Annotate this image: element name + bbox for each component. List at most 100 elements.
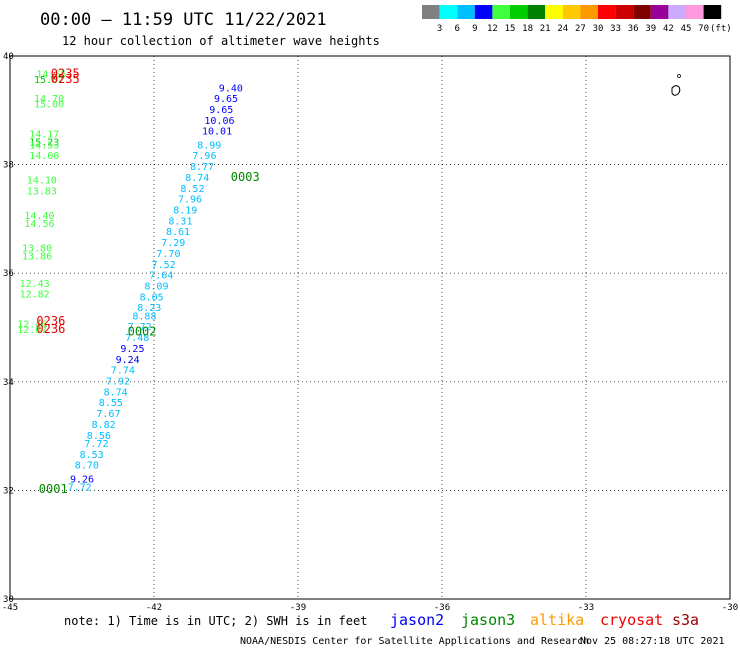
wave-height-label: 13.86	[22, 252, 52, 263]
color-swatch	[439, 5, 458, 19]
map-title: 00:00 — 11:59 UTC 11/22/2021	[40, 10, 327, 30]
wave-height-label: 8.09	[144, 281, 168, 292]
graticule-grid	[10, 56, 730, 599]
color-swatch	[615, 5, 634, 19]
wave-height-label: 8.61	[166, 227, 190, 238]
latitude-tick: 40	[3, 52, 14, 62]
wave-height-label: 7.96	[192, 151, 216, 162]
wave-height-label: 8.31	[168, 216, 192, 227]
color-scale-label: 21	[540, 24, 551, 34]
color-scale-unit: (ft)	[710, 24, 732, 34]
wave-height-label: 9.24	[116, 355, 140, 366]
color-swatch	[527, 5, 546, 19]
satellite-legend-item: jason2	[390, 611, 444, 629]
latitude-tick: 36	[3, 269, 14, 279]
longitude-tick: -36	[434, 603, 450, 613]
color-scale-label: 12	[487, 24, 498, 34]
color-swatch	[474, 5, 493, 19]
wave-height-label: 10.06	[204, 116, 234, 127]
wave-height-label: 8.74	[104, 387, 128, 398]
wave-height-label: 12.67	[17, 325, 47, 336]
wave-height-label: 8.88	[132, 311, 156, 322]
longitude-tick: -30	[722, 603, 738, 613]
color-scale-label: 15	[505, 24, 516, 34]
color-swatch	[668, 5, 686, 19]
wave-height-label: 8.55	[99, 398, 123, 409]
wave-height-label: 13.83	[27, 186, 57, 197]
wave-height-label: 15.07	[34, 75, 64, 86]
pass-time-label: 0001	[39, 482, 68, 496]
color-scale-label: 42	[663, 24, 674, 34]
wave-height-label: 7.72	[128, 322, 152, 333]
color-scale-label: 33	[610, 24, 621, 34]
wave-height-label: 9.26	[70, 474, 94, 485]
color-scale-label: 24	[557, 24, 568, 34]
satellite-legend-item: altika	[530, 611, 584, 629]
wave-height-label: 8.53	[80, 450, 104, 461]
wave-height-label: 15.00	[34, 100, 64, 111]
color-swatch	[686, 5, 704, 19]
color-swatch	[492, 5, 510, 19]
map-subtitle: 12 hour collection of altimeter wave hei…	[62, 34, 380, 48]
wave-height-label: 14.00	[29, 151, 59, 162]
color-scale-legend: 3 6 9 12 15 18 21 24 27 30 33 36 39 42 45 70	[422, 5, 722, 34]
wave-height-label: 8.82	[92, 420, 116, 431]
satellite-legend-item: jason3	[461, 611, 515, 629]
pass-time-label: 0003	[231, 170, 260, 184]
color-swatch	[510, 5, 528, 19]
map-border	[9, 55, 731, 600]
color-scale-label: 39	[645, 24, 656, 34]
color-swatch	[580, 5, 598, 19]
wave-height-label: 7.72	[84, 439, 108, 450]
latitude-tick: 32	[3, 486, 14, 496]
satellite-legend-item: s3a	[672, 611, 699, 629]
latitude-tick: 34	[3, 378, 14, 388]
wave-height-label: 14.70	[34, 94, 64, 105]
color-swatch	[562, 5, 581, 19]
wave-height-label: 14.53	[29, 140, 59, 151]
wave-height-label: 14.40	[24, 211, 54, 222]
wave-height-label: 7.67	[96, 409, 120, 420]
wave-height-label: 9.65	[209, 105, 233, 116]
color-swatch	[545, 5, 563, 19]
wave-height-label: 13.80	[22, 243, 52, 254]
wave-height-label: 14.17	[29, 129, 59, 140]
wave-height-label: 7.92	[106, 377, 130, 388]
wave-height-label: 7.70	[156, 249, 180, 260]
color-scale-label: 6	[454, 24, 459, 34]
wave-height-label: 9.40	[219, 83, 243, 94]
wave-height-label: 7.29	[161, 238, 185, 249]
wave-height-label: 12.43	[20, 279, 50, 290]
wave-height-label: 7.52	[152, 260, 176, 271]
wave-height-label: 7.64	[149, 271, 173, 282]
wave-height-label: 7.74	[111, 366, 135, 377]
longitude-tick: -39	[290, 603, 306, 613]
color-swatch	[598, 5, 616, 19]
wave-height-label: 7.48	[125, 333, 149, 344]
wave-height-label: 15.23	[29, 138, 59, 149]
pass-time-label: 0235	[51, 72, 80, 86]
wave-height-label: 8.56	[87, 431, 111, 442]
wave-height-label: 12.46	[17, 320, 47, 331]
map-plot-area	[9, 55, 731, 600]
color-scale-label: 30	[593, 24, 604, 34]
color-swatch	[650, 5, 669, 19]
longitude-tick-labels: -45 -42 -39 -36 -33 -30	[2, 603, 738, 613]
wave-height-label: 8.19	[173, 205, 197, 216]
footer-credit: NOAA/NESDIS Center for Satellite Applica…	[240, 636, 589, 647]
wave-height-label: 8.70	[75, 461, 99, 472]
color-swatch	[457, 5, 475, 19]
color-scale-label: 27	[575, 24, 586, 34]
wave-height-label: 14.10	[27, 176, 57, 187]
latitude-tick: 38	[3, 161, 14, 171]
wave-height-label: 14.55	[36, 70, 66, 81]
wave-height-label: 9.25	[120, 344, 144, 355]
color-swatch	[633, 5, 651, 19]
wave-height-label: 8.52	[180, 184, 204, 195]
wave-height-label: 9.65	[214, 94, 238, 105]
color-scale-label: 36	[628, 24, 639, 34]
color-scale-label: 9	[472, 24, 477, 34]
wave-height-label: 7.96	[178, 195, 202, 206]
